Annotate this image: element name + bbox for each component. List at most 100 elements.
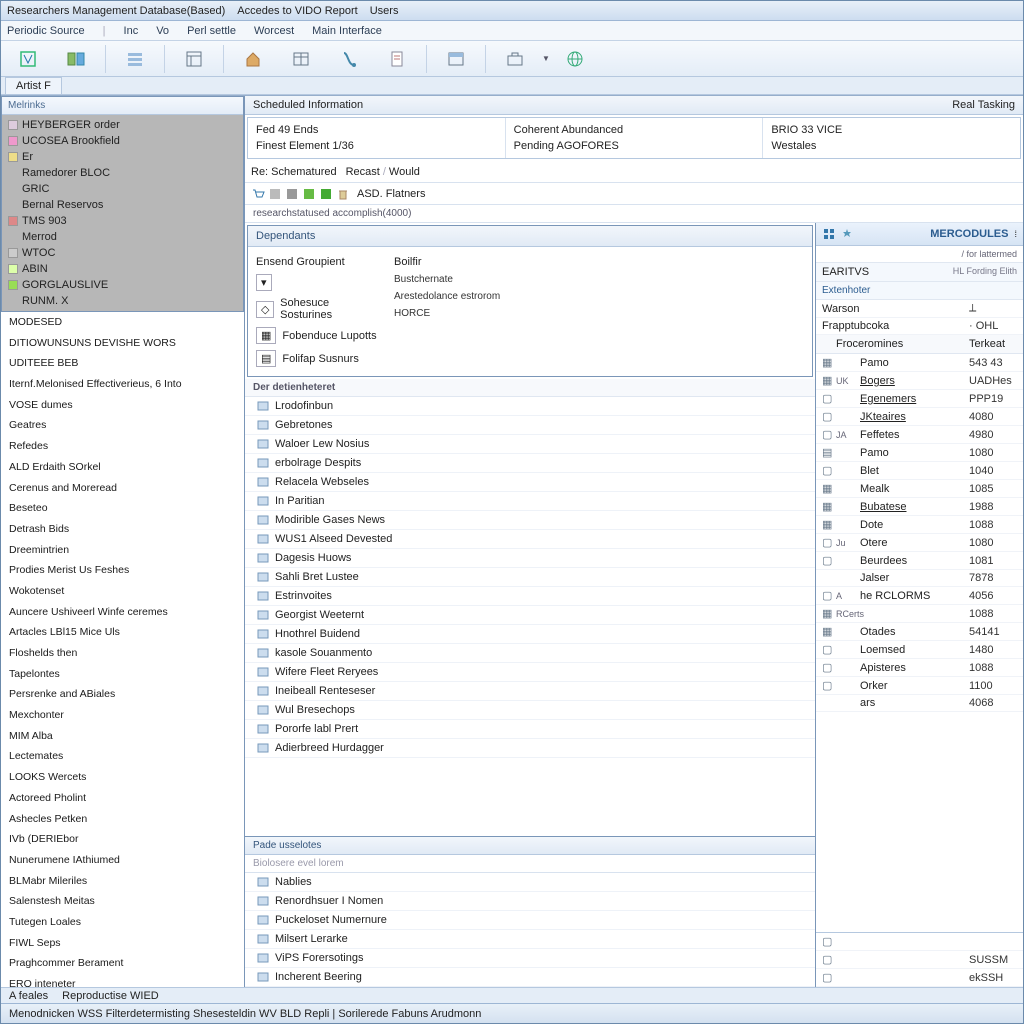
table-row[interactable]: ▢Loemsed1480	[816, 641, 1023, 659]
list-item[interactable]: Sahli Bret Lustee	[245, 568, 815, 587]
tree-item[interactable]: FIWL Seps	[1, 933, 244, 954]
tree-item[interactable]: Persrenke and ABiales	[1, 684, 244, 705]
list-item[interactable]: Hnothrel Buidend	[245, 625, 815, 644]
table-row[interactable]: ▦Dote1088	[816, 516, 1023, 534]
tree-item[interactable]: Ashecles Petken	[1, 809, 244, 830]
footer-item[interactable]: A feales	[9, 990, 48, 1002]
list-item[interactable]: Georgist Weeternt	[245, 606, 815, 625]
nav-item[interactable]: UCOSEA Brookfield	[4, 133, 241, 149]
cart-icon[interactable]	[251, 187, 265, 201]
list-item[interactable]: Gebretones	[245, 416, 815, 435]
tree-item[interactable]: UDITEEE BEB	[1, 353, 244, 374]
dual-icon[interactable]	[53, 45, 99, 73]
tree-item[interactable]: Iternf.Melonised Effectiverieus, 6 Into	[1, 374, 244, 395]
table-row[interactable]: ▦RCerts1088	[816, 605, 1023, 623]
list-item[interactable]: Wifere Fleet Reryees	[245, 663, 815, 682]
green-icon[interactable]	[302, 187, 316, 201]
list-item[interactable]: In Paritian	[245, 492, 815, 511]
tree-item[interactable]: Artacles LBl15 Mice Uls	[1, 622, 244, 643]
list-item[interactable]: Dagesis Huows	[245, 549, 815, 568]
table-row[interactable]: ▤Pamo1080	[816, 444, 1023, 462]
tree-item[interactable]: MODESED	[1, 312, 244, 333]
list-item[interactable]: erbolrage Despits	[245, 454, 815, 473]
tree-item[interactable]: Tutegen Loales	[1, 912, 244, 933]
pin-row[interactable]: Frapptubcoka· OHL	[816, 318, 1023, 335]
tree-item[interactable]: Praghcommer Berament	[1, 953, 244, 974]
nav-item[interactable]: GRIC	[4, 181, 241, 197]
nav-item[interactable]: GORGLAUSLIVE	[4, 277, 241, 293]
menu-item[interactable]: Main Interface	[312, 25, 382, 37]
tree-item[interactable]: Geatres	[1, 415, 244, 436]
tree-item[interactable]: Mexchonter	[1, 705, 244, 726]
form-icon[interactable]	[171, 45, 217, 73]
trash-icon[interactable]	[336, 187, 350, 201]
grid-icon[interactable]	[268, 187, 282, 201]
nav-item[interactable]: Er	[4, 149, 241, 165]
table-row[interactable]: ▦Otades54141	[816, 623, 1023, 641]
doc-icon[interactable]	[374, 45, 420, 73]
table-row[interactable]: ▢JAFeffetes4980	[816, 426, 1023, 444]
tree-item[interactable]: Detrash Bids	[1, 519, 244, 540]
form-value-row[interactable]	[394, 322, 806, 328]
tree-item[interactable]: Beseteo	[1, 498, 244, 519]
table-row[interactable]: ▦Mealk1085	[816, 480, 1023, 498]
globe-icon[interactable]	[552, 45, 598, 73]
form-value-row[interactable]: Arestedolance estrorom	[394, 288, 806, 305]
table-row[interactable]: ▢JKteaires4080	[816, 408, 1023, 426]
list-item[interactable]: kasole Souanmento	[245, 644, 815, 663]
list-item[interactable]: Waloer Lew Nosius	[245, 435, 815, 454]
tree-item[interactable]: Salenstesh Meitas	[1, 891, 244, 912]
table-icon[interactable]	[278, 45, 324, 73]
rows-icon[interactable]	[112, 45, 158, 73]
nav-item[interactable]: Merrod	[4, 229, 241, 245]
menu-item[interactable]: Perl settle	[187, 25, 236, 37]
list-item[interactable]: Renordhsuer I Nomen	[245, 892, 815, 911]
table-row[interactable]: ▢EgenemersPPP19	[816, 390, 1023, 408]
tree-item[interactable]: Auncere Ushiveerl Winfe ceremes	[1, 602, 244, 623]
nav-item[interactable]: WTOC	[4, 245, 241, 261]
tree-item[interactable]: DITIOWUNSUNS DEVISHE WORS	[1, 333, 244, 354]
tree-item[interactable]: Lectemates	[1, 746, 244, 767]
tree-item[interactable]: Cerenus and Moreread	[1, 478, 244, 499]
tab-item[interactable]: Artist F	[5, 77, 62, 94]
tree-item[interactable]: Refedes	[1, 436, 244, 457]
table-row[interactable]: ▢	[816, 933, 1023, 951]
list-item[interactable]: Puckeloset Numernure	[245, 911, 815, 930]
table-row[interactable]: ▢ekSSH	[816, 969, 1023, 987]
tree-item[interactable]: Prodies Merist Us Feshes	[1, 560, 244, 581]
nav-item[interactable]: Bernal Reservos	[4, 197, 241, 213]
list-item[interactable]: Modirible Gases News	[245, 511, 815, 530]
tree-item[interactable]: LOOKS Wercets	[1, 767, 244, 788]
footer-item[interactable]: Reproductise WIED	[62, 990, 159, 1002]
tree-item[interactable]: Dreemintrien	[1, 540, 244, 561]
list-item[interactable]: Estrinvoites	[245, 587, 815, 606]
view-icon[interactable]	[5, 45, 51, 73]
table-row[interactable]: ars4068	[816, 695, 1023, 712]
menu-item[interactable]: Vo	[156, 25, 169, 37]
table-row[interactable]: ▢JuOtere1080	[816, 534, 1023, 552]
list-item[interactable]: Nablies	[245, 873, 815, 892]
nav-item[interactable]: Ramedorer BLOC	[4, 165, 241, 181]
menu-icon[interactable]: ⁞	[1014, 229, 1017, 239]
home-icon[interactable]	[230, 45, 276, 73]
pane-icon[interactable]	[433, 45, 479, 73]
form-value-row[interactable]: HORCE	[394, 305, 806, 322]
table-row[interactable]: Jalser7878	[816, 570, 1023, 587]
green2-icon[interactable]	[319, 187, 333, 201]
tree-item[interactable]: Tapelontes	[1, 664, 244, 685]
list-item[interactable]: Adierbreed Hurdagger	[245, 739, 815, 758]
table-row[interactable]: ▢Orker1100	[816, 677, 1023, 695]
tree-item[interactable]: MIM Alba	[1, 726, 244, 747]
nav-item[interactable]: RUNM. X	[4, 293, 241, 309]
tree-item[interactable]: ERO inteneter	[1, 974, 244, 987]
menu-item[interactable]: Worcest	[254, 25, 294, 37]
list-item[interactable]: WUS1 Alseed Devested	[245, 530, 815, 549]
pin-row[interactable]: Warson⟂	[816, 300, 1023, 318]
tree-item[interactable]: VOSE dumes	[1, 395, 244, 416]
tree-item[interactable]: Floshelds then	[1, 643, 244, 664]
table-row[interactable]: ▢Ahe RCLORMS4056	[816, 587, 1023, 605]
tree-item[interactable]: Actoreed Pholint	[1, 788, 244, 809]
dropdown-icon[interactable]: ▼	[542, 54, 550, 63]
tree-item[interactable]: ALD Erdaith SOrkel	[1, 457, 244, 478]
list-item[interactable]: ViPS Forersotings	[245, 949, 815, 968]
